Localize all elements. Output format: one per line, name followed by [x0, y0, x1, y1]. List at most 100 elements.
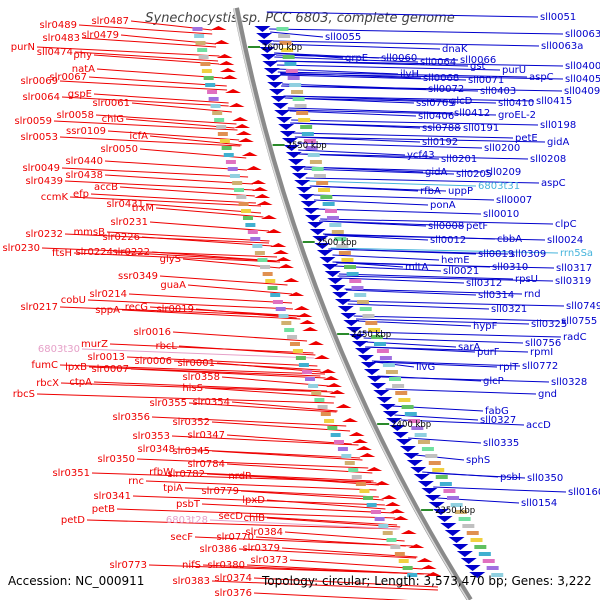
gene-arrow-right [294, 180, 311, 186]
gene-label-right: sll0051 [540, 12, 576, 23]
gene-label-right: ssl0769 [416, 98, 455, 109]
right-label-lines [266, 11, 567, 504]
gene-arrow-left [408, 544, 425, 548]
gene-label-left: slr0214 [89, 289, 127, 300]
label-connector-left [187, 284, 293, 295]
gene-arrow-right [300, 201, 317, 207]
label-connector-left [61, 96, 229, 107]
label-connector-left [106, 231, 270, 242]
gene-category-box [317, 405, 328, 409]
gene-category-box [250, 237, 261, 241]
gene-arrow-right [265, 75, 282, 81]
gene-label-left: petB [92, 504, 115, 515]
gene-category-box [308, 384, 319, 388]
label-connector-left [145, 480, 377, 491]
label-connector-left [209, 519, 400, 530]
gene-arrow-right [276, 117, 293, 123]
gene-category-box [232, 181, 243, 185]
label-connector-right [271, 43, 441, 50]
gene-label-left: slr0006 [134, 356, 172, 367]
gene-label-left: ftsH [52, 248, 72, 259]
gene-arrow-left [275, 257, 292, 261]
label-connector-left [96, 68, 224, 79]
gene-category-box [195, 41, 206, 45]
gene-arrow-right [267, 82, 284, 88]
gene-category-box [331, 230, 344, 234]
genome-backbone [233, 7, 473, 600]
gene-arrow-right [337, 306, 354, 312]
gene-label-left: 6803t28 [166, 515, 208, 526]
gene-label-left: murZ [81, 339, 108, 350]
gene-label-left: slr0217 [20, 302, 58, 313]
label-connector-right [381, 376, 550, 383]
gene-label-right: grpE [345, 53, 368, 64]
gene-category-box [333, 440, 344, 444]
gene-label-right: sll0409 [564, 86, 600, 97]
gene-label-left: rnc [128, 476, 144, 487]
gene-arrow-left [237, 138, 254, 142]
gene-label-right: sll0327 [480, 415, 516, 426]
label-connector-left [253, 592, 409, 600]
gene-category-box [198, 55, 209, 59]
gene-arrow-left [381, 495, 398, 499]
label-connector-left [116, 508, 396, 519]
gene-category-box [313, 174, 326, 178]
kbp-tick-label: 2600 kbp [262, 43, 302, 53]
label-connector-left [59, 136, 241, 147]
gene-category-box [425, 454, 438, 458]
gene-label-left: rfbW [149, 467, 173, 478]
gene-label-right: sll0205 [456, 169, 492, 180]
label-connector-left [119, 186, 255, 197]
gene-category-box [386, 538, 397, 542]
gene-category-box [210, 104, 221, 108]
label-connector-right [272, 40, 540, 47]
gene-arrow-right [373, 390, 390, 396]
gene-label-right: ilvH [400, 69, 419, 80]
gene-arrow-right [428, 502, 445, 508]
gene-label-right: sll0328 [551, 377, 587, 388]
gene-category-box [320, 412, 331, 416]
gene-category-box [289, 83, 302, 87]
label-connector-left [69, 196, 262, 207]
gene-label-left: hisS [182, 383, 203, 394]
gene-category-box [398, 398, 411, 402]
gene-arrow-right [413, 474, 430, 480]
gene-label-right: groEL-2 [498, 110, 536, 121]
gene-label-left: slr0345 [172, 446, 210, 457]
gene-label-left: chlB [244, 513, 266, 524]
gene-arrow-right [256, 33, 273, 39]
gene-category-box [417, 440, 430, 444]
gene-label-left: slr0355 [149, 398, 187, 409]
gene-label-right: sll0007 [496, 195, 532, 206]
label-connector-right [292, 132, 514, 139]
gene-arrow-right [370, 383, 387, 389]
gene-category-box [296, 111, 309, 115]
label-connector-left [151, 251, 277, 262]
gene-category-box [300, 125, 313, 129]
label-connector-left [88, 366, 321, 377]
gene-label-right: sll0317 [556, 263, 592, 274]
gene-arrow-right [469, 572, 486, 578]
gene-category-box [482, 559, 495, 563]
gene-label-left: slr0439 [25, 176, 63, 187]
gene-arrow-left [235, 131, 252, 135]
gene-label-right: sll0208 [530, 154, 566, 165]
gene-category-box [254, 251, 265, 255]
label-connector-right [385, 388, 537, 395]
gene-label-left: efp [73, 189, 89, 200]
label-connector-left [93, 54, 220, 65]
gene-category-box [234, 188, 245, 192]
kbp-tick-label: 2400 kbp [391, 420, 431, 430]
gene-label-right: sll0192 [422, 137, 458, 148]
gene-label-left: slr0348 [137, 444, 175, 455]
gene-category-box [338, 251, 351, 255]
gene-label-right: sll0406 [418, 111, 454, 122]
gene-tracks [192, 26, 504, 578]
gene-label-right: sll0209 [485, 167, 521, 178]
gene-label-left: slr0358 [182, 372, 220, 383]
gene-category-box [450, 503, 463, 507]
gene-arrow-right [319, 257, 336, 263]
gene-label-left: slr0784 [187, 459, 225, 470]
label-connector-left [246, 564, 424, 575]
gene-label-left: slr0053 [20, 132, 58, 143]
